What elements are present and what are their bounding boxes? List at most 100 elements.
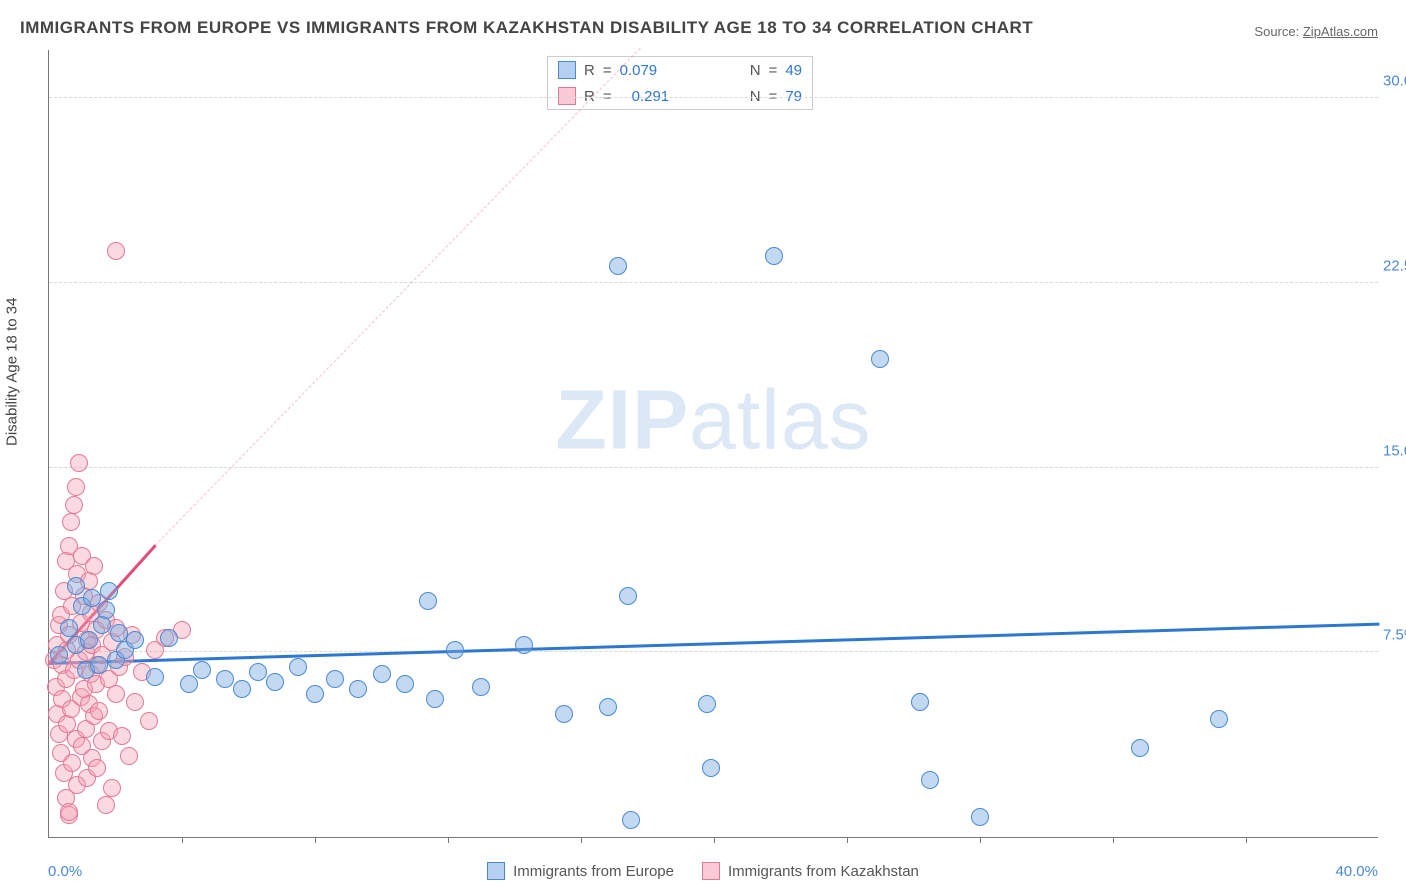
y-tick-label: 7.5% (1383, 627, 1406, 644)
swatch-kazakhstan-icon (558, 87, 576, 105)
scatter-point-kazakhstan (67, 478, 85, 496)
gridline (49, 282, 1378, 283)
stats-n-value-kazakhstan: 79 (785, 88, 802, 105)
scatter-point-kazakhstan (107, 242, 125, 260)
scatter-point-kazakhstan (113, 727, 131, 745)
scatter-point-europe (110, 624, 128, 642)
legend-item-kazakhstan: Immigrants from Kazakhstan (702, 862, 919, 880)
scatter-point-europe (426, 690, 444, 708)
scatter-point-europe (326, 670, 344, 688)
scatter-point-europe (146, 668, 164, 686)
equals-sign: = (603, 62, 612, 79)
x-tick (714, 837, 715, 843)
stats-r-value-kazakhstan: 0.291 (632, 88, 670, 105)
watermark: ZIPatlas (555, 371, 871, 468)
equals-sign: = (769, 62, 778, 79)
scatter-point-europe (702, 759, 720, 777)
swatch-europe-icon (487, 862, 505, 880)
x-tick (182, 837, 183, 843)
scatter-point-europe (765, 247, 783, 265)
scatter-point-europe (1210, 710, 1228, 728)
x-tick (847, 837, 848, 843)
scatter-point-europe (1131, 739, 1149, 757)
x-tick (581, 837, 582, 843)
bottom-legend: Immigrants from Europe Immigrants from K… (0, 862, 1406, 880)
watermark-zip: ZIP (555, 372, 689, 466)
scatter-point-europe (180, 675, 198, 693)
scatter-point-kazakhstan (140, 712, 158, 730)
swatch-kazakhstan-icon (702, 862, 720, 880)
trendline-ext-kazakhstan (155, 48, 641, 546)
scatter-point-europe (67, 577, 85, 595)
scatter-point-europe (193, 661, 211, 679)
stats-n-label: N (750, 62, 761, 79)
scatter-point-europe (249, 663, 267, 681)
scatter-point-europe (698, 695, 716, 713)
scatter-point-europe (306, 685, 324, 703)
equals-sign: = (769, 88, 778, 105)
scatter-point-kazakhstan (90, 702, 108, 720)
scatter-point-europe (619, 587, 637, 605)
source-attribution: Source: ZipAtlas.com (1254, 24, 1378, 39)
scatter-point-europe (100, 582, 118, 600)
legend-item-europe: Immigrants from Europe (487, 862, 674, 880)
scatter-point-europe (97, 601, 115, 619)
scatter-point-europe (622, 811, 640, 829)
swatch-europe-icon (558, 61, 576, 79)
chart-title: IMMIGRANTS FROM EUROPE VS IMMIGRANTS FRO… (20, 18, 1033, 38)
scatter-point-europe (80, 631, 98, 649)
scatter-point-europe (289, 658, 307, 676)
stats-n-label: N (750, 88, 761, 105)
scatter-point-kazakhstan (85, 557, 103, 575)
gridline (49, 467, 1378, 468)
scatter-point-europe (160, 629, 178, 647)
scatter-point-europe (50, 646, 68, 664)
x-tick (1246, 837, 1247, 843)
scatter-point-kazakhstan (65, 496, 83, 514)
scatter-point-kazakhstan (62, 513, 80, 531)
scatter-point-europe (871, 350, 889, 368)
scatter-point-europe (266, 673, 284, 691)
plot-area: ZIPatlas R = 0.079 N = 49 R = 0.291 N = … (48, 50, 1378, 838)
gridline (49, 651, 1378, 652)
x-tick (448, 837, 449, 843)
watermark-atlas: atlas (689, 372, 871, 466)
stats-n-value-europe: 49 (785, 62, 802, 79)
scatter-point-europe (396, 675, 414, 693)
scatter-point-europe (555, 705, 573, 723)
scatter-point-europe (373, 665, 391, 683)
scatter-point-europe (446, 641, 464, 659)
scatter-point-kazakhstan (97, 796, 115, 814)
trendline-europe (49, 623, 1379, 665)
scatter-point-kazakhstan (88, 759, 106, 777)
scatter-point-europe (911, 693, 929, 711)
gridline (49, 97, 1378, 98)
scatter-point-kazakhstan (60, 803, 78, 821)
scatter-point-kazakhstan (120, 747, 138, 765)
x-tick (980, 837, 981, 843)
scatter-point-europe (472, 678, 490, 696)
legend-label-europe: Immigrants from Europe (513, 863, 674, 880)
scatter-point-europe (599, 698, 617, 716)
stats-row-europe: R = 0.079 N = 49 (548, 57, 812, 83)
scatter-point-europe (216, 670, 234, 688)
scatter-point-europe (609, 257, 627, 275)
source-link[interactable]: ZipAtlas.com (1303, 24, 1378, 39)
scatter-point-europe (515, 636, 533, 654)
y-tick-label: 22.5% (1383, 257, 1406, 274)
scatter-point-kazakhstan (107, 685, 125, 703)
scatter-point-kazakhstan (70, 454, 88, 472)
scatter-point-kazakhstan (103, 779, 121, 797)
scatter-point-europe (90, 656, 108, 674)
scatter-point-europe (419, 592, 437, 610)
legend-label-kazakhstan: Immigrants from Kazakhstan (728, 863, 919, 880)
equals-sign: = (603, 88, 612, 105)
scatter-point-europe (126, 631, 144, 649)
scatter-point-kazakhstan (126, 693, 144, 711)
stats-row-kazakhstan: R = 0.291 N = 79 (548, 83, 812, 109)
scatter-point-europe (60, 619, 78, 637)
source-label: Source: (1254, 24, 1299, 39)
scatter-point-europe (233, 680, 251, 698)
y-axis-title: Disability Age 18 to 34 (4, 298, 21, 446)
scatter-point-europe (921, 771, 939, 789)
